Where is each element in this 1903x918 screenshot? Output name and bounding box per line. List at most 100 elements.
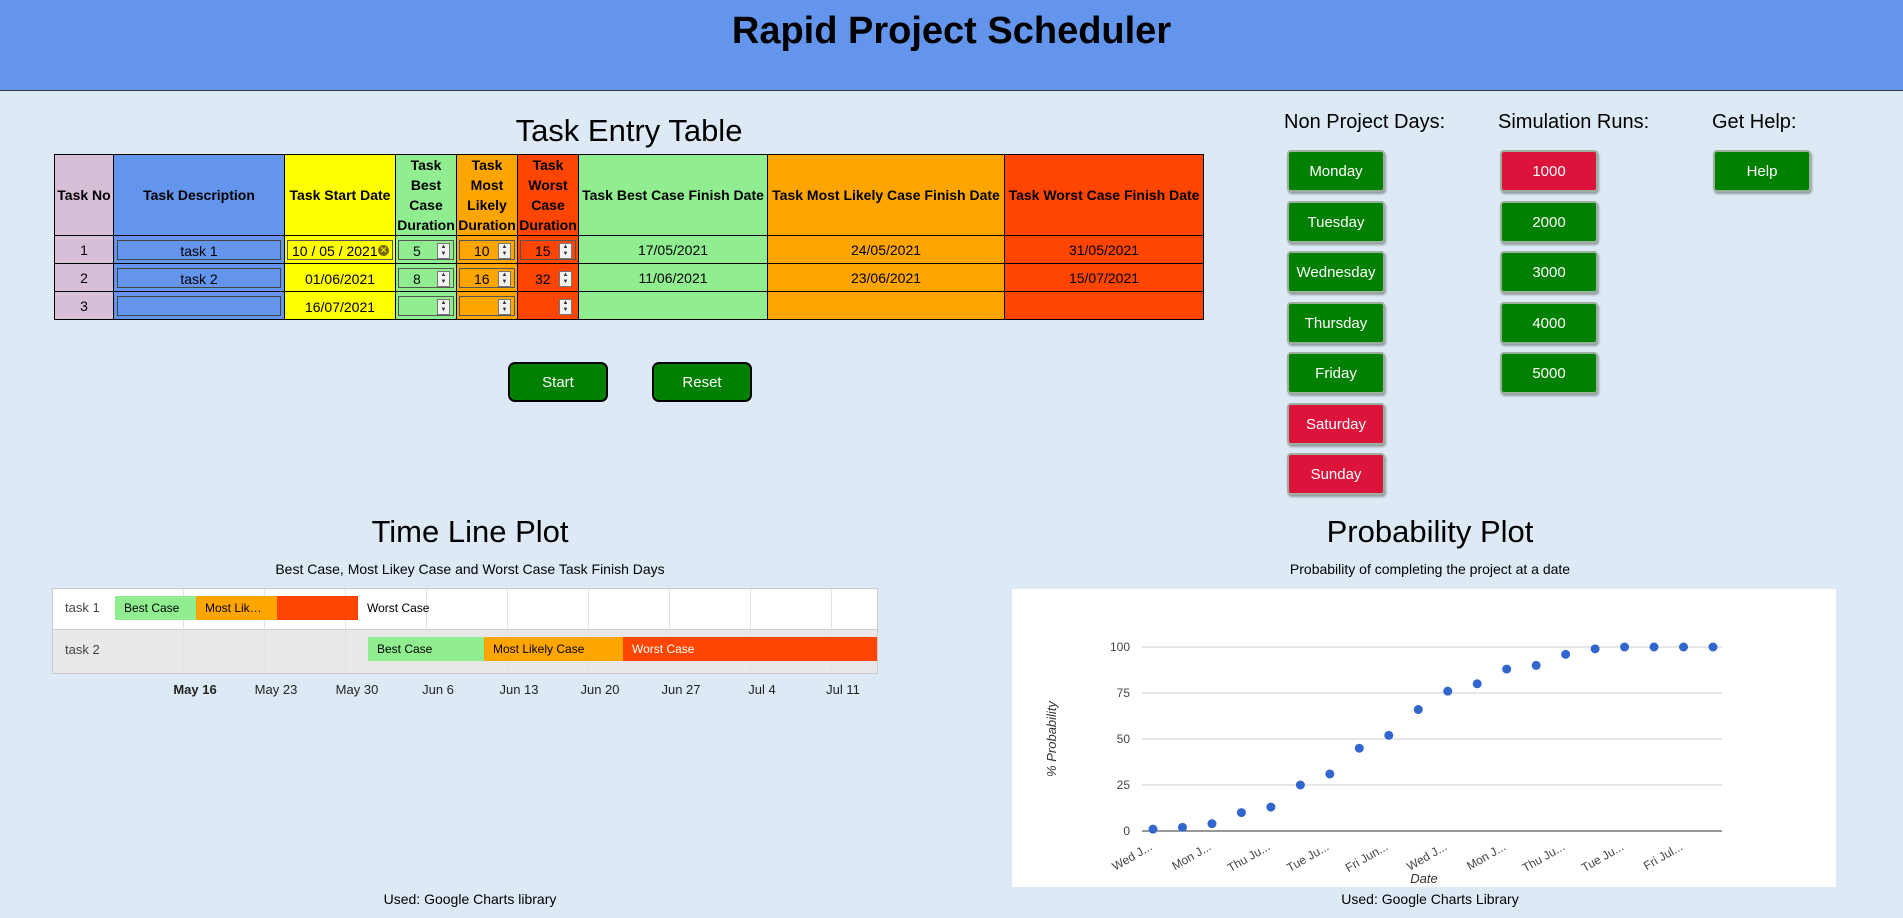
x-axis-label: Date [1410,871,1437,886]
probability-footnote: Used: Google Charts Library [1341,891,1519,907]
task-start-date-input[interactable]: 10 / 05 / 2021 ✕ [287,239,393,260]
header-task-description: Task Description [113,154,285,236]
timeline-tick-label: Jun 13 [499,682,539,697]
timeline-tick-label: May 16 [173,682,217,697]
runs-2000-button[interactable]: 2000 [1500,200,1598,243]
y-tick-label: 100 [1110,640,1130,654]
header-likely-finish: Task Most Likely Case Finish Date [767,154,1005,236]
task1-best-bar: Best Case [115,596,196,620]
likely-duration-value: 16 [474,270,490,287]
table-row: 2 task 2 01/06/2021 8 ▲ ▼ 16 ▲ ▼ 32 ▲ ▼ 11/06/… [54,263,1204,292]
runs-1000-button[interactable]: 1000 [1500,150,1598,192]
best-duration-input[interactable]: 8 ▲ ▼ [398,267,454,288]
day-friday-button[interactable]: Friday [1287,352,1385,394]
start-button[interactable]: Start [508,362,608,402]
spinner-icon[interactable]: ▲ ▼ [498,298,511,315]
day-saturday-button[interactable]: Saturday [1287,402,1385,445]
timeline-tick-label: May 23 [254,682,298,697]
worst-duration-value: 15 [535,242,551,259]
grid-line [183,589,184,673]
help-button[interactable]: Help [1713,150,1811,192]
grid-line [264,589,265,673]
probability-chart: 0 25 50 75 100 Wed J... Mon J... Thu Ju... Tue J… [1012,589,1836,887]
x-tick-label: Mon J... [1169,839,1213,872]
best-finish-date: 11/06/2021 [578,263,768,292]
spinner-icon[interactable]: ▲ ▼ [559,270,572,287]
task-no: 3 [54,291,114,320]
grid-line [426,589,427,673]
task-start-date-input[interactable]: 01/06/2021 [304,270,376,287]
reset-button[interactable]: Reset [652,362,752,402]
data-point [1207,819,1217,829]
worst-duration-input[interactable]: ▲ ▼ [520,296,576,316]
y-tick-label: 50 [1117,732,1131,746]
spinner-icon[interactable]: ▲ ▼ [559,242,572,259]
day-wednesday-button[interactable]: Wednesday [1287,251,1385,293]
app-header: Rapid Project Scheduler [0,0,1903,91]
runs-3000-button[interactable]: 3000 [1500,251,1598,293]
x-tick-label: Wed J... [1110,839,1155,873]
day-monday-button[interactable]: Monday [1287,150,1385,192]
timeline-tick-label: Jul 4 [748,682,776,697]
data-point [1561,649,1571,659]
probability-subtitle: Probability of completing the project at… [1289,561,1571,577]
worst-finish-date: 15/07/2021 [1004,263,1204,292]
data-point [1679,642,1689,652]
task1-worst-label: Worst Case [367,601,430,615]
task-description-input[interactable] [117,295,281,316]
timeline-tick-label: Jun 20 [580,682,620,697]
grid-line [750,589,751,673]
grid-line [588,589,589,673]
best-duration-input[interactable]: ▲ ▼ [398,295,454,316]
header-task-start-date: Task Start Date [284,154,396,236]
data-point [1413,705,1423,715]
data-point [1472,679,1482,689]
likely-duration-input[interactable]: 10 ▲ ▼ [459,239,515,260]
data-point [1325,769,1335,779]
timeline-row-task1: task 1 [53,589,877,629]
header-best-finish: Task Best Case Finish Date [578,154,768,236]
spinner-icon[interactable]: ▲ ▼ [498,270,511,287]
spinner-icon[interactable]: ▲ ▼ [437,298,450,315]
day-thursday-button[interactable]: Thursday [1287,301,1385,344]
timeline-row-label: task 2 [65,642,100,657]
day-sunday-button[interactable]: Sunday [1287,453,1385,495]
worst-duration-input[interactable]: 32 ▲ ▼ [520,268,576,288]
task-description-input[interactable]: task 2 [117,267,281,288]
grid-line [507,589,508,673]
spinner-icon[interactable]: ▲ ▼ [559,298,572,315]
header-worst-finish: Task Worst Case Finish Date [1004,154,1204,236]
timeline-tick-label: Jun 6 [422,682,454,697]
spinner-icon[interactable]: ▲ ▼ [437,242,450,259]
probability-title: Probability Plot [1326,514,1534,549]
start-date-value: 10 / 05 / 2021 [292,242,378,259]
x-tick-label: Tue Ju... [1284,839,1331,874]
runs-5000-button[interactable]: 5000 [1500,352,1598,394]
spinner-icon[interactable]: ▲ ▼ [437,270,450,287]
task-description-input[interactable]: task 1 [117,239,281,260]
day-tuesday-button[interactable]: Tuesday [1287,200,1385,243]
data-point [1384,730,1394,740]
likely-duration-input[interactable]: 16 ▲ ▼ [459,267,515,288]
timeline-subtitle: Best Case, Most Likey Case and Worst Cas… [275,561,665,577]
x-tick-label: Mon J... [1464,839,1508,872]
task-table-title: Task Entry Table [515,113,743,148]
data-point [1295,780,1305,790]
best-duration-input[interactable]: 5 ▲ ▼ [398,239,454,260]
data-point [1354,743,1364,753]
task1-worst-bar [277,596,358,620]
worst-finish-date [1004,291,1204,320]
clear-icon[interactable]: ✕ [378,244,389,256]
task-start-date-input[interactable]: 16/07/2021 [304,298,376,315]
task2-likely-bar: Most Likely Case [484,637,623,661]
worst-duration-input[interactable]: 15 ▲ ▼ [520,239,576,260]
spinner-icon[interactable]: ▲ ▼ [498,242,511,259]
data-point [1502,664,1512,674]
likely-duration-input[interactable]: ▲ ▼ [459,295,515,316]
grid-line [345,589,346,673]
y-tick-label: 0 [1123,824,1130,838]
worst-duration-value: 32 [535,270,551,287]
grid-line [831,589,832,673]
data-point [1443,686,1453,696]
runs-4000-button[interactable]: 4000 [1500,301,1598,344]
